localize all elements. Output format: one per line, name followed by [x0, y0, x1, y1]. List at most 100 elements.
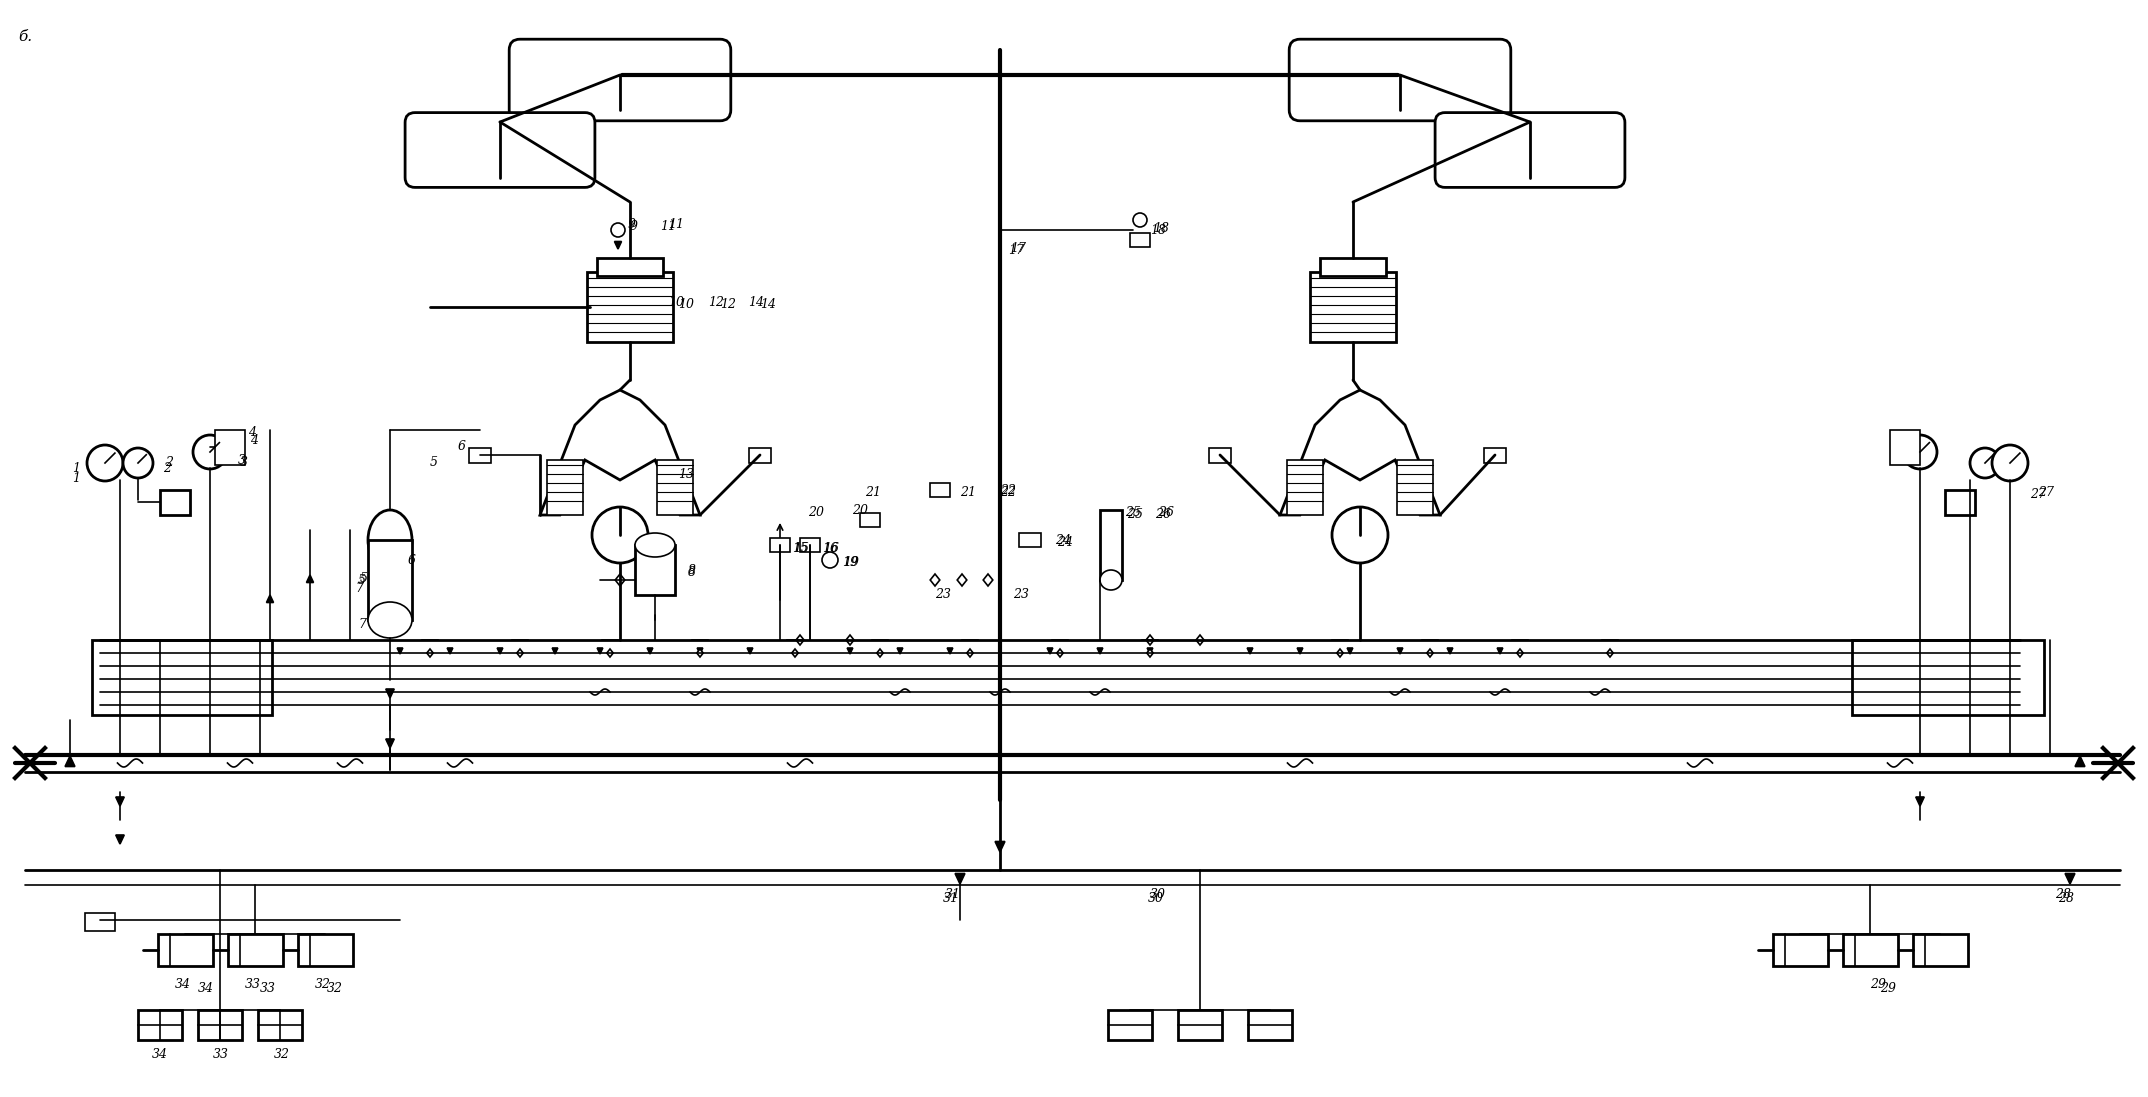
Polygon shape	[614, 574, 625, 586]
Polygon shape	[539, 391, 700, 514]
FancyBboxPatch shape	[1289, 39, 1510, 121]
Text: 33: 33	[260, 982, 275, 995]
Text: 2: 2	[165, 455, 174, 468]
Text: 23: 23	[934, 588, 952, 601]
Polygon shape	[698, 648, 702, 654]
Bar	[92, 640, 273, 715]
Bar	[1248, 1010, 1291, 1040]
Text: 32: 32	[326, 982, 344, 995]
Bar	[1130, 233, 1149, 247]
Polygon shape	[1147, 635, 1153, 645]
Polygon shape	[1448, 648, 1452, 654]
Circle shape	[610, 223, 625, 237]
Text: 24: 24	[1057, 535, 1074, 548]
Text: 20: 20	[853, 504, 868, 517]
Text: 8: 8	[687, 565, 696, 578]
FancyBboxPatch shape	[509, 39, 730, 121]
Text: 12: 12	[709, 296, 724, 309]
Bar	[1310, 272, 1396, 342]
Polygon shape	[496, 648, 503, 654]
Polygon shape	[1396, 648, 1403, 654]
Text: 30: 30	[1147, 892, 1164, 905]
Text: б.: б.	[17, 30, 32, 44]
Bar	[1912, 934, 1968, 966]
Polygon shape	[984, 574, 992, 586]
Text: 17: 17	[1007, 244, 1025, 257]
Text: 25: 25	[1126, 507, 1141, 520]
Circle shape	[823, 552, 838, 568]
Bar	[198, 1010, 243, 1040]
Polygon shape	[1248, 648, 1252, 654]
Text: 5: 5	[430, 455, 438, 468]
Bar	[1396, 460, 1433, 514]
FancyBboxPatch shape	[1435, 113, 1624, 188]
Polygon shape	[1147, 649, 1153, 657]
Text: 32: 32	[316, 979, 331, 992]
Polygon shape	[2075, 756, 2086, 767]
Text: 27: 27	[2038, 486, 2053, 498]
Bar	[1944, 490, 1974, 514]
Text: 5: 5	[361, 572, 367, 585]
Text: 23: 23	[1014, 588, 1029, 601]
Text: 15: 15	[793, 542, 810, 554]
Circle shape	[1970, 448, 2000, 478]
Circle shape	[1991, 445, 2028, 480]
Text: 14: 14	[760, 298, 775, 312]
Text: 29: 29	[1871, 979, 1886, 992]
Text: 34: 34	[153, 1049, 168, 1062]
Polygon shape	[1147, 648, 1153, 654]
Bar	[1321, 258, 1385, 276]
Text: 6: 6	[408, 554, 417, 566]
Text: 33: 33	[245, 979, 262, 992]
Polygon shape	[876, 649, 883, 657]
Bar	[1484, 448, 1506, 463]
Text: 31: 31	[945, 889, 960, 902]
Text: 13: 13	[679, 468, 694, 482]
Text: 27: 27	[2030, 488, 2047, 501]
Bar	[769, 538, 790, 552]
Polygon shape	[1057, 649, 1063, 657]
Ellipse shape	[636, 533, 674, 557]
Polygon shape	[1196, 635, 1205, 645]
Polygon shape	[846, 635, 855, 645]
Polygon shape	[748, 648, 752, 654]
Polygon shape	[1280, 391, 1439, 514]
Bar	[157, 934, 213, 966]
Text: 26: 26	[1158, 507, 1175, 520]
Text: 22: 22	[1001, 486, 1016, 498]
Text: 3: 3	[238, 453, 247, 466]
Polygon shape	[1607, 649, 1613, 657]
Polygon shape	[552, 648, 558, 654]
Text: 8: 8	[687, 564, 696, 577]
Text: 16: 16	[823, 542, 838, 554]
Polygon shape	[958, 574, 967, 586]
Text: 16: 16	[823, 542, 840, 554]
Polygon shape	[597, 648, 604, 654]
Bar	[1890, 430, 1920, 465]
Polygon shape	[1336, 649, 1342, 657]
Polygon shape	[967, 649, 973, 657]
Text: 34: 34	[174, 979, 191, 992]
Polygon shape	[956, 873, 964, 884]
Bar	[1852, 640, 2045, 715]
Text: 9: 9	[627, 218, 636, 231]
Polygon shape	[647, 648, 653, 654]
Polygon shape	[1516, 649, 1523, 657]
Text: 4: 4	[249, 433, 258, 446]
Polygon shape	[387, 689, 395, 698]
Text: 18: 18	[1149, 224, 1166, 237]
Text: 19: 19	[842, 555, 859, 568]
Polygon shape	[266, 595, 273, 602]
Bar	[367, 540, 412, 620]
Text: 10: 10	[679, 298, 694, 312]
Bar	[750, 448, 771, 463]
Text: 34: 34	[198, 982, 215, 995]
Polygon shape	[116, 835, 125, 844]
Text: 1: 1	[73, 462, 79, 475]
Circle shape	[1903, 436, 1937, 470]
Polygon shape	[930, 574, 941, 586]
Polygon shape	[387, 739, 395, 748]
Bar	[548, 460, 582, 514]
Circle shape	[1132, 213, 1147, 227]
Text: 25: 25	[1128, 509, 1143, 521]
